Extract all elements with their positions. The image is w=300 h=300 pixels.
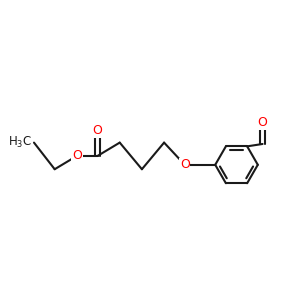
Text: $\mathregular{H_3C}$: $\mathregular{H_3C}$ — [8, 135, 31, 150]
Text: O: O — [72, 149, 82, 162]
Text: O: O — [258, 116, 268, 129]
Text: O: O — [180, 158, 190, 171]
Text: O: O — [93, 124, 103, 137]
